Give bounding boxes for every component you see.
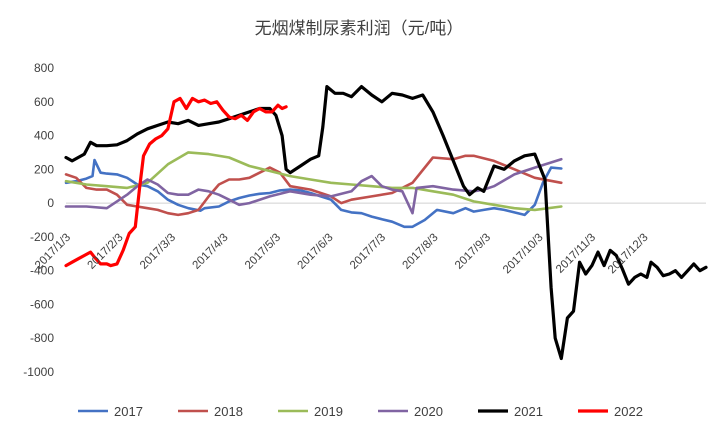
- series-line-2022: [64, 96, 288, 268]
- y-tick-label: -800: [30, 331, 54, 345]
- y-axis: 800 600 400 200 0 -200 -400 -600 -800 -1000: [23, 61, 54, 379]
- x-tick-label: 2017/4/3: [190, 232, 230, 272]
- y-tick-label: -200: [30, 230, 54, 244]
- x-tick-label: 2017/3/3: [138, 232, 178, 272]
- y-tick-label: 400: [34, 129, 54, 143]
- legend-label-2019: 2019: [314, 404, 343, 419]
- series-line-2020: [64, 157, 563, 215]
- legend-label-2017: 2017: [114, 404, 143, 419]
- x-tick-label: 2017/7/3: [348, 232, 388, 272]
- x-tick-label: 2017/11/3: [554, 232, 598, 276]
- y-tick-label: 600: [34, 95, 54, 109]
- series-line-2017: [64, 158, 563, 229]
- y-tick-label: -400: [30, 264, 54, 278]
- x-tick-label: 2017/10/3: [501, 232, 546, 277]
- x-tick-label: 2017/8/3: [400, 232, 440, 272]
- series-line-2019: [64, 151, 563, 212]
- y-tick-label: 200: [34, 162, 54, 176]
- legend: 2017 2018 2019 2020 2021 2022: [78, 404, 643, 419]
- y-tick-label: 0: [47, 196, 54, 210]
- legend-label-2022: 2022: [614, 404, 643, 419]
- y-tick-label: -1000: [23, 365, 54, 379]
- y-tick-label: 800: [34, 61, 54, 75]
- legend-label-2018: 2018: [214, 404, 243, 419]
- x-axis-labels: 2017/1/3 2017/2/3 2017/3/3 2017/4/3 2017/5/3…: [33, 232, 651, 277]
- legend-label-2020: 2020: [414, 404, 443, 419]
- series-line-2018: [64, 154, 563, 217]
- plot-area: [64, 85, 708, 361]
- x-tick-label: 2017/5/3: [243, 232, 283, 272]
- legend-label-2021: 2021: [514, 404, 543, 419]
- y-tick-label: -600: [30, 297, 54, 311]
- chart-title: 无烟煤制尿素利润（元/吨）: [255, 19, 464, 38]
- x-tick-label: 2017/9/3: [453, 232, 493, 272]
- x-tick-label: 2017/6/3: [295, 232, 335, 272]
- series-line-2021: [64, 85, 708, 361]
